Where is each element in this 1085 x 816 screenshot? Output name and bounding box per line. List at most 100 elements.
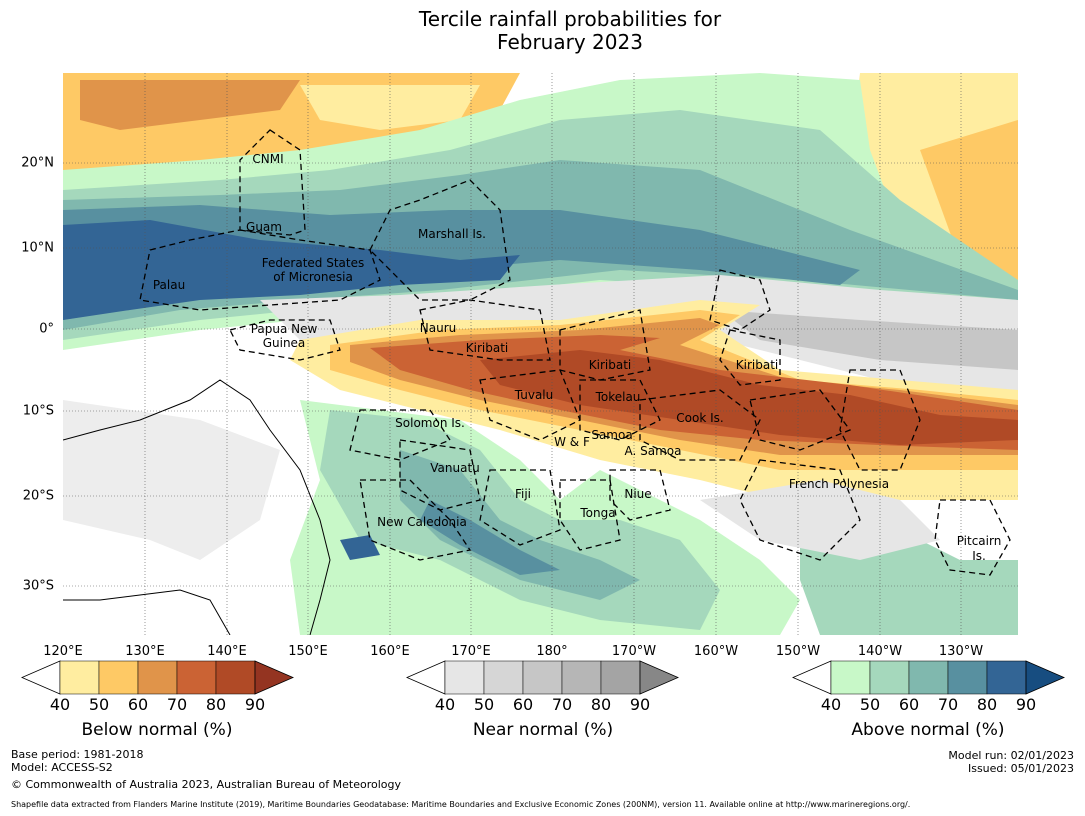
colorbar-below-segment bbox=[176, 660, 217, 695]
region-label: Federated States bbox=[261, 256, 365, 270]
lon-tick: 140°E bbox=[207, 644, 247, 659]
colorbar-above-segment bbox=[869, 660, 910, 695]
colorbar-near-extend-low bbox=[405, 660, 446, 695]
region-label: Papua New bbox=[250, 322, 318, 336]
colorbars bbox=[20, 660, 1066, 695]
lon-tick: 180° bbox=[536, 644, 568, 659]
colorbar-above-extend-low bbox=[791, 660, 832, 695]
lat-tick: 0° bbox=[39, 321, 54, 337]
colorbar-near-segment bbox=[600, 660, 641, 695]
lon-tick: 130°W bbox=[938, 644, 984, 659]
colorbar-near-tick: 70 bbox=[551, 695, 573, 714]
region-label: Tonga bbox=[580, 506, 616, 520]
lon-tick: 170°E bbox=[451, 644, 491, 659]
colorbar-below-tick: 70 bbox=[166, 695, 188, 714]
title-line-1: Tercile rainfall probabilities for bbox=[418, 7, 722, 31]
lon-tick: 160°E bbox=[370, 644, 410, 659]
title-line-2: February 2023 bbox=[497, 30, 643, 54]
lon-tick: 150°W bbox=[775, 644, 821, 659]
colorbar-below-segment bbox=[98, 660, 139, 695]
base-period: Base period: 1981-2018 bbox=[11, 748, 144, 761]
colorbar-below-tick: 90 bbox=[244, 695, 266, 714]
region-label: A. Samoa bbox=[624, 444, 682, 458]
region-label: Guinea bbox=[262, 336, 306, 350]
region-label: Nauru bbox=[419, 321, 457, 335]
lon-tick: 160°W bbox=[693, 644, 739, 659]
colorbar-below-tick: 80 bbox=[205, 695, 227, 714]
region-label: of Micronesia bbox=[273, 270, 353, 284]
colorbar-title-above: Above normal (%) bbox=[851, 720, 1005, 740]
lon-tick: 150°E bbox=[288, 644, 328, 659]
colorbar-below-extend-low bbox=[20, 660, 61, 695]
region-label: Kiribati bbox=[465, 341, 509, 355]
region-label: Marshall Is. bbox=[418, 227, 486, 241]
australia-coastline bbox=[63, 379, 331, 635]
colorbar-above-segment bbox=[908, 660, 949, 695]
colorbar-below-tick: 60 bbox=[127, 695, 149, 714]
colorbar-near-tick: 90 bbox=[629, 695, 651, 714]
chart-title: Tercile rainfall probabilities for Febru… bbox=[0, 8, 1085, 54]
colorbar-above-tick: 40 bbox=[820, 695, 842, 714]
colorbar-above-tick: 60 bbox=[898, 695, 920, 714]
colorbar-below-tick: 40 bbox=[49, 695, 71, 714]
region-label: W & F bbox=[554, 435, 590, 449]
colorbar-below-tick: 50 bbox=[88, 695, 110, 714]
lon-tick: 140°W bbox=[857, 644, 903, 659]
colorbar-above-tick: 80 bbox=[976, 695, 998, 714]
region-label: New Caledonia bbox=[377, 515, 467, 529]
colorbar-near-segment bbox=[483, 660, 524, 695]
region-label: Guam bbox=[246, 220, 282, 234]
region-label: Solomon Is. bbox=[395, 416, 465, 430]
colorbar-near-tick: 40 bbox=[434, 695, 456, 714]
colorbar-above-segment bbox=[947, 660, 988, 695]
region-label: Is. bbox=[972, 549, 986, 563]
colorbar-below-segment bbox=[137, 660, 178, 695]
region-label: Kiribati bbox=[588, 358, 632, 372]
region-label: Vanuatu bbox=[430, 461, 480, 475]
colorbar-above-tick: 90 bbox=[1015, 695, 1037, 714]
shapefile-credit: Shapefile data extracted from Flanders M… bbox=[11, 800, 911, 809]
colorbar-title-near: Near normal (%) bbox=[472, 720, 614, 740]
colorbar-near-tick: 60 bbox=[512, 695, 534, 714]
colorbar-near-segment bbox=[561, 660, 602, 695]
region-label: Tuvalu bbox=[514, 388, 554, 402]
colorbar-near-segment bbox=[444, 660, 485, 695]
colorbar-near-extend-high bbox=[639, 660, 680, 695]
colorbar-near-segment bbox=[522, 660, 563, 695]
lat-tick: 30°S bbox=[22, 578, 54, 594]
region-label: French Polynesia bbox=[788, 477, 890, 491]
colorbar-above-extend-high bbox=[1025, 660, 1066, 695]
lon-tick: 120°E bbox=[43, 644, 83, 659]
region-label: Pitcairn bbox=[956, 534, 1002, 548]
colorbar-above-tick: 50 bbox=[859, 695, 881, 714]
model-name: Model: ACCESS-S2 bbox=[11, 761, 113, 774]
colorbar-near-tick: 80 bbox=[590, 695, 612, 714]
colorbar-below-segment bbox=[59, 660, 100, 695]
region-label: Cook Is. bbox=[676, 411, 724, 425]
colorbar-below-extend-high bbox=[254, 660, 295, 695]
colorbar-near-tick: 50 bbox=[473, 695, 495, 714]
issued-date: Issued: 05/01/2023 bbox=[967, 762, 1074, 775]
colorbar-above-segment bbox=[830, 660, 871, 695]
region-label: Tokelau bbox=[595, 390, 641, 404]
eez-boundaries bbox=[139, 129, 1011, 576]
lat-tick: 20°N bbox=[21, 155, 54, 171]
lat-tick: 10°N bbox=[21, 240, 54, 256]
colorbar-below-segment bbox=[215, 660, 256, 695]
region-label: Niue bbox=[624, 487, 652, 501]
region-label: CNMI bbox=[252, 152, 284, 166]
copyright: © Commonwealth of Australia 2023, Austra… bbox=[11, 778, 401, 791]
region-label: Fiji bbox=[514, 487, 532, 501]
region-label: Palau bbox=[152, 278, 186, 292]
colorbar-above-tick: 70 bbox=[937, 695, 959, 714]
near-normal-band bbox=[260, 275, 1018, 400]
lat-tick: 20°S bbox=[22, 488, 54, 504]
model-run: Model run: 02/01/2023 bbox=[948, 749, 1074, 762]
colorbar-above-segment bbox=[986, 660, 1027, 695]
region-label: Samoa bbox=[591, 428, 633, 442]
colorbar-title-below: Below normal (%) bbox=[81, 720, 233, 740]
lon-tick: 170°W bbox=[611, 644, 657, 659]
lon-tick: 130°E bbox=[125, 644, 165, 659]
